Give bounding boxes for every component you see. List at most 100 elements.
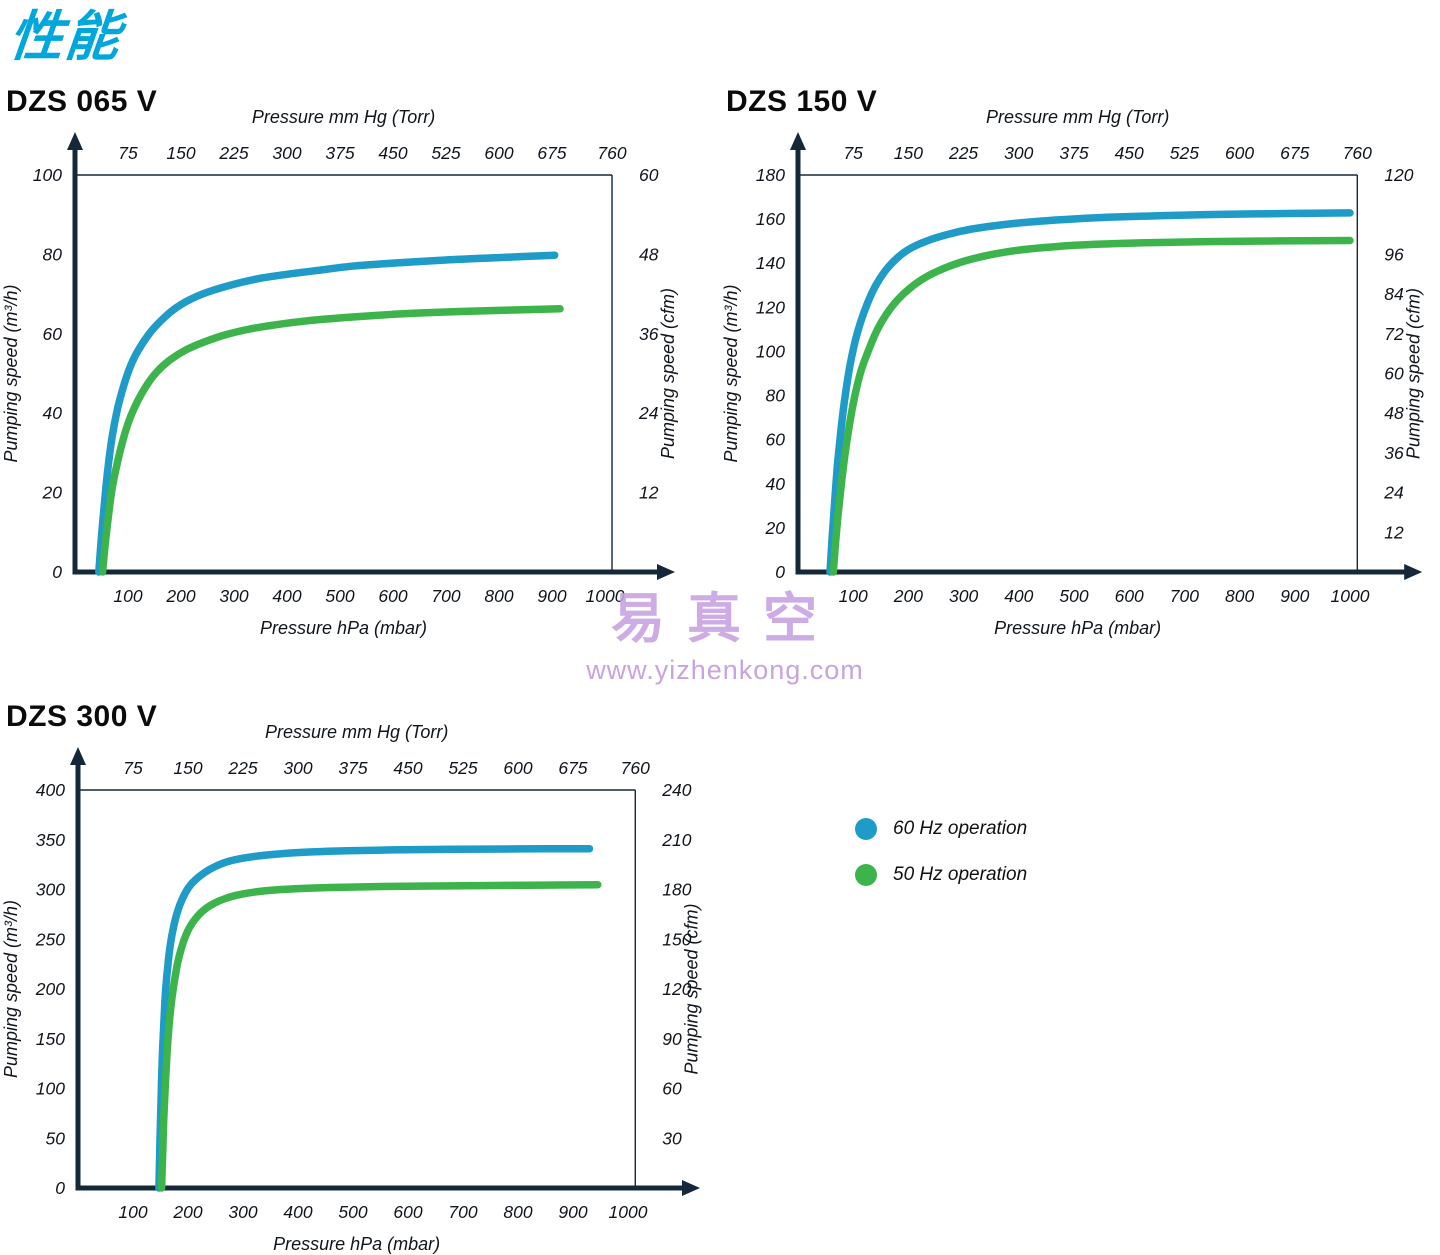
top-tick-label: 300	[1004, 143, 1033, 163]
curve-60hz	[95, 251, 559, 576]
left-tick-label: 60	[766, 430, 786, 450]
top-tick-label: 150	[166, 143, 195, 163]
right-tick-label: 12	[1384, 522, 1404, 542]
right-tick-label: 36	[639, 324, 659, 344]
chart-title-dzs-300v: DZS 300 V	[6, 700, 158, 733]
left-tick-label: 100	[36, 1079, 65, 1099]
top-tick-label: 450	[378, 143, 407, 163]
bottom-axis-title: Pressure hPa (mbar)	[273, 1234, 440, 1254]
bottom-tick-label: 600	[393, 1202, 422, 1222]
left-tick-label: 40	[43, 403, 63, 423]
left-tick-label: 200	[35, 979, 65, 999]
right-tick-label: 48	[1384, 403, 1404, 423]
top-tick-label: 225	[218, 143, 248, 163]
bottom-tick-label: 300	[228, 1202, 257, 1222]
chart-plot-dzs-300v: 75 150 225 300 375 450 525 600 675 760 100 200 300 40…	[0, 700, 730, 1255]
right-tick-label: 24	[638, 403, 659, 423]
left-tick-label: 350	[36, 830, 65, 850]
left-tick-label: 40	[766, 474, 786, 494]
left-tick-label: 250	[35, 929, 65, 949]
bottom-tick-label: 1000	[586, 586, 625, 606]
bottom-tick-label: 1000	[609, 1202, 648, 1222]
top-tick-label: 225	[948, 143, 978, 163]
left-tick-label: 120	[756, 297, 785, 317]
bottom-tick-label: 100	[118, 1202, 147, 1222]
bottom-tick-label: 800	[484, 586, 513, 606]
top-tick-label: 75	[118, 143, 138, 163]
top-tick-label: 75	[843, 143, 863, 163]
left-tick-label: 0	[55, 1178, 65, 1198]
bottom-tick-label: 700	[448, 1202, 477, 1222]
bottom-tick-label: 900	[1280, 586, 1309, 606]
y-axis-arrow-icon	[67, 132, 83, 150]
curve-50hz	[98, 305, 564, 576]
left-tick-label: 100	[33, 165, 62, 185]
left-tick-label: 0	[775, 562, 785, 582]
bottom-tick-label: 800	[1225, 586, 1254, 606]
top-tick-label: 300	[283, 758, 312, 778]
bottom-tick-label: 400	[283, 1202, 312, 1222]
right-tick-label: 96	[1384, 244, 1404, 264]
top-tick-label: 150	[894, 143, 923, 163]
top-tick-label: 675	[537, 143, 566, 163]
right-tick-label: 240	[661, 780, 691, 800]
chart-dzs-300v: DZS 300 V 75 150 225 300 375 450 525 600 675 760 1…	[0, 700, 730, 1255]
top-tick-label: 760	[597, 143, 626, 163]
bottom-tick-label: 300	[219, 586, 248, 606]
y-axis-arrow-icon	[70, 747, 86, 765]
x-axis-arrow-icon	[657, 564, 675, 580]
bottom-tick-label: 400	[272, 586, 301, 606]
bottom-tick-label: 700	[1170, 586, 1199, 606]
top-tick-label: 675	[1280, 143, 1309, 163]
bottom-tick-label: 300	[949, 586, 978, 606]
curve-60hz	[155, 844, 594, 1192]
right-tick-label: 72	[1384, 324, 1404, 344]
bottom-axis-title: Pressure hPa (mbar)	[260, 618, 427, 638]
chart-title-dzs-150v: DZS 150 V	[726, 85, 878, 118]
curve-50hz	[157, 880, 602, 1192]
left-tick-label: 0	[52, 562, 62, 582]
chart-plot-dzs-065v: 75 150 225 300 375 450 525 600 675 760 100 200 300 40…	[0, 85, 700, 665]
legend: 60 Hz operation 50 Hz operation	[855, 818, 1027, 910]
right-tick-label: 60	[662, 1079, 682, 1099]
page-title: 性能	[6, 7, 125, 67]
legend-label-60hz: 60 Hz operation	[893, 818, 1028, 839]
right-tick-label: 24	[1383, 483, 1404, 503]
left-tick-label: 400	[36, 780, 65, 800]
top-tick-label: 375	[338, 758, 367, 778]
right-tick-label: 90	[662, 1029, 682, 1049]
curve-60hz	[826, 209, 1354, 576]
bottom-tick-label: 800	[503, 1202, 532, 1222]
x-axis-arrow-icon	[1404, 564, 1423, 580]
right-tick-label: 60	[639, 165, 659, 185]
chart-title-dzs-065v: DZS 065 V	[6, 85, 158, 118]
left-axis-title: Pumping speed (m³/h)	[1, 284, 21, 462]
top-tick-label: 300	[272, 143, 301, 163]
right-tick-label: 150	[662, 929, 691, 949]
bottom-tick-label: 100	[113, 586, 142, 606]
x-axis-arrow-icon	[682, 1180, 700, 1196]
bottom-tick-label: 1000	[1331, 586, 1370, 606]
bottom-tick-label: 900	[537, 586, 566, 606]
legend-swatch-60hz-icon	[855, 818, 877, 840]
legend-item-50hz: 50 Hz operation	[855, 864, 1027, 886]
top-tick-label: 525	[448, 758, 477, 778]
left-tick-label: 160	[756, 209, 785, 229]
left-tick-label: 100	[756, 341, 785, 361]
bottom-tick-label: 600	[378, 586, 407, 606]
left-tick-label: 140	[756, 253, 785, 273]
bottom-tick-label: 700	[431, 586, 460, 606]
right-tick-label: 180	[662, 880, 691, 900]
legend-swatch-50hz-icon	[855, 864, 877, 886]
left-tick-label: 80	[43, 244, 63, 264]
right-axis-title: Pumping speed (cfm)	[1403, 288, 1423, 459]
legend-item-60hz: 60 Hz operation	[855, 818, 1027, 840]
top-tick-label: 75	[123, 758, 143, 778]
bottom-axis-title: Pressure hPa (mbar)	[994, 618, 1161, 638]
chart-plot-dzs-150v: 75 150 225 300 375 450 525 600 675 760 100 200 300 40…	[720, 85, 1440, 665]
right-tick-label: 210	[661, 830, 691, 850]
right-tick-label: 60	[1384, 364, 1404, 384]
left-tick-label: 80	[766, 386, 786, 406]
